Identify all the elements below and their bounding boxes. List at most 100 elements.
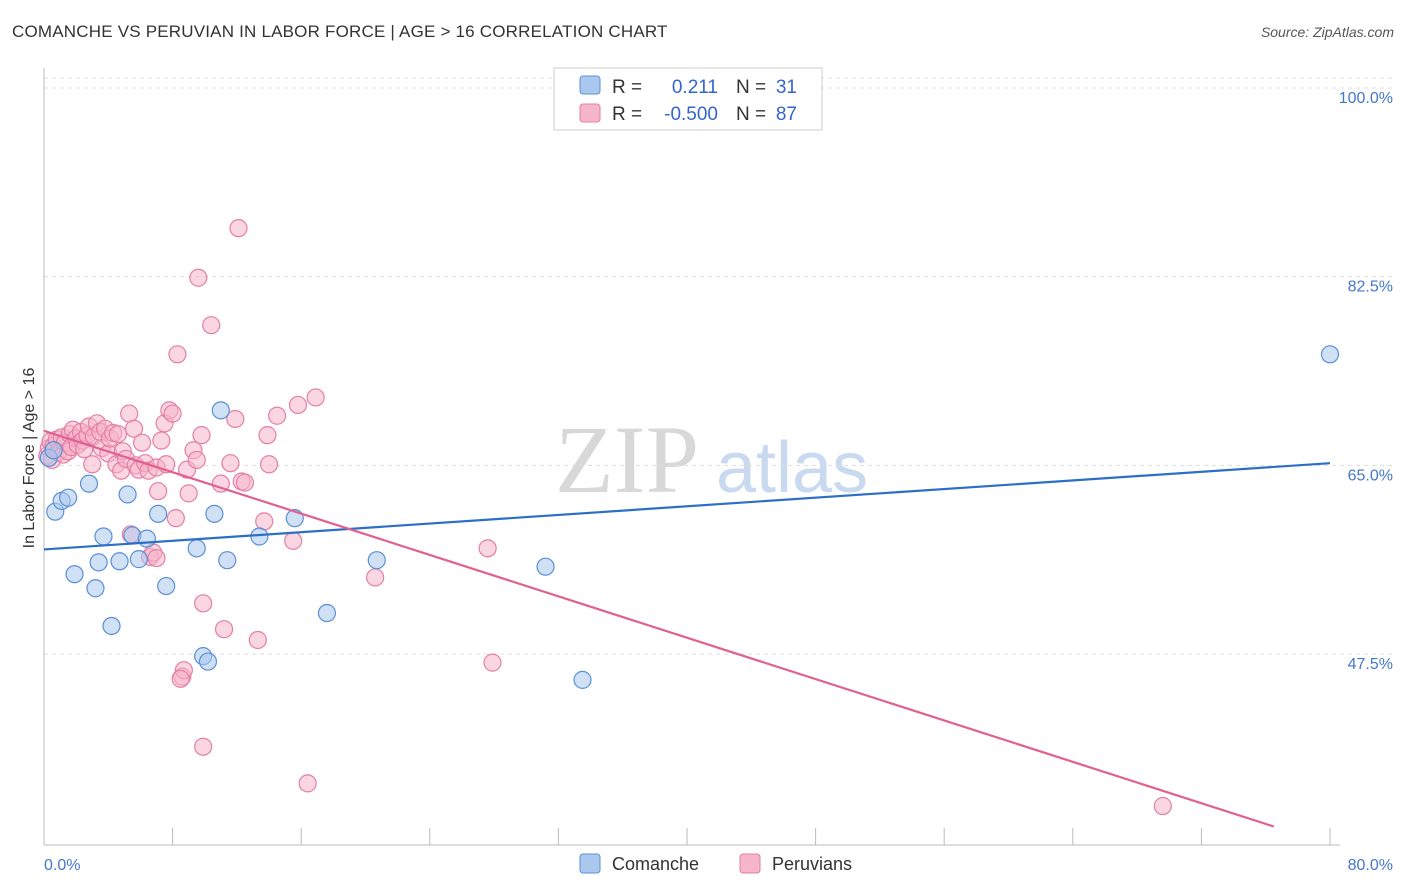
- bottom-legend-swatch-peruvian: [739, 853, 761, 874]
- legend-swatch-comanche: [579, 75, 601, 95]
- watermark: ZIP atlas: [555, 406, 868, 513]
- comanche-point: [129, 550, 148, 569]
- peruvian-point: [258, 426, 277, 445]
- comanche-point: [573, 670, 592, 689]
- peruvian-point: [83, 455, 102, 474]
- comanche-point: [536, 557, 555, 576]
- peruvian-point: [179, 484, 198, 503]
- comanche-point: [118, 485, 137, 504]
- peruvian-trend-line: [43, 429, 1275, 828]
- comanche-point: [65, 565, 84, 584]
- y-tick-label: 65.0%: [1348, 467, 1393, 484]
- legend-n-label-comanche: N =: [736, 77, 766, 98]
- bottom-legend-comanche: Comanche: [612, 854, 699, 874]
- comanche-point: [86, 579, 105, 598]
- comanche-points: [39, 345, 1340, 689]
- peruvian-point: [255, 512, 274, 531]
- peruvian-point: [1153, 796, 1172, 816]
- comanche-point: [137, 529, 156, 548]
- peruvian-point: [152, 431, 171, 450]
- peruvian-point: [284, 531, 303, 550]
- peruvian-point: [259, 455, 279, 474]
- comanche-trend-line: [43, 462, 1331, 551]
- comanche-point: [1320, 345, 1340, 364]
- svg-text:ZIP: ZIP: [555, 406, 699, 513]
- comanche-point: [149, 504, 168, 523]
- comanche-point: [218, 551, 237, 570]
- legend-r-label-comanche: R =: [612, 77, 642, 98]
- legend-r-value-comanche: 0.211: [672, 77, 718, 98]
- comanche-point: [110, 552, 129, 571]
- peruvian-points: [38, 219, 1172, 816]
- peruvian-point: [189, 268, 208, 287]
- peruvian-point: [120, 404, 139, 423]
- legend-swatch-peruvian: [579, 103, 601, 123]
- comanche-point: [102, 616, 121, 636]
- legend-r-label-peruvian: R =: [612, 104, 642, 125]
- peruvian-point: [163, 404, 182, 423]
- peruvian-point: [221, 454, 240, 473]
- y-tick-labels: 47.5% 65.0% 82.5% 100.0%: [1339, 90, 1393, 673]
- comanche-point: [317, 603, 337, 623]
- peruvian-point: [202, 316, 221, 335]
- peruvian-point: [124, 419, 144, 438]
- bottom-legend-peruvian: Peruvians: [772, 854, 852, 874]
- comanche-point: [205, 504, 224, 523]
- peruvian-point: [132, 433, 152, 452]
- comanche-point: [367, 551, 386, 570]
- peruvian-point: [288, 395, 308, 415]
- y-tick-label: 82.5%: [1348, 279, 1393, 296]
- comanche-point: [94, 527, 113, 546]
- y-axis-label: In Labor Force | Age > 16: [21, 368, 38, 549]
- comanche-point: [211, 401, 230, 420]
- peruvian-point: [192, 426, 211, 445]
- peruvian-point: [483, 653, 502, 672]
- y-tick-label: 47.5%: [1348, 656, 1393, 673]
- legend-n-label-peruvian: N =: [736, 104, 766, 125]
- comanche-point: [187, 539, 206, 558]
- legend: R = 0.211 N = 31 R = -0.500 N = 87: [553, 67, 823, 131]
- grid-lines: [44, 77, 1393, 655]
- peruvian-point: [166, 509, 185, 528]
- comanche-point: [79, 474, 99, 493]
- y-tick-label: 100.0%: [1339, 90, 1393, 107]
- bottom-legend: Comanche Peruvians: [579, 853, 852, 874]
- comanche-point: [44, 441, 63, 460]
- peruvian-point: [306, 388, 325, 407]
- peruvian-point: [235, 473, 255, 492]
- peruvian-point: [478, 539, 497, 558]
- peruvian-point: [194, 594, 213, 613]
- peruvian-point: [171, 669, 190, 688]
- peruvian-point: [248, 630, 267, 650]
- x-tick-marks: [43, 828, 1331, 845]
- bottom-legend-swatch-comanche: [579, 853, 601, 874]
- peruvian-point: [149, 482, 168, 501]
- comanche-point: [250, 527, 269, 546]
- chart-title: COMANCHE VS PERUVIAN IN LABOR FORCE | AG…: [12, 22, 668, 41]
- x-tick-label-max: 80.0%: [1348, 857, 1393, 874]
- legend-n-value-comanche: 31: [776, 77, 797, 98]
- peruvian-point: [366, 568, 385, 587]
- peruvian-point: [187, 450, 206, 470]
- comanche-point: [59, 488, 78, 507]
- peruvian-point: [211, 474, 230, 493]
- peruvian-point: [168, 345, 187, 364]
- peruvian-point: [229, 219, 248, 238]
- x-tick-label-min: 0.0%: [44, 857, 80, 874]
- svg-text:atlas: atlas: [716, 428, 868, 508]
- comanche-point: [89, 553, 108, 572]
- peruvian-point: [226, 409, 245, 429]
- source-label: Source: ZipAtlas.com: [1260, 24, 1394, 40]
- peruvian-point: [194, 737, 213, 756]
- comanche-point: [157, 576, 176, 596]
- legend-r-value-peruvian: -0.500: [664, 104, 718, 125]
- peruvian-point: [147, 548, 166, 568]
- peruvian-point: [298, 774, 317, 793]
- peruvian-point: [214, 620, 234, 639]
- peruvian-point: [267, 406, 287, 425]
- comanche-point: [198, 652, 218, 671]
- legend-n-value-peruvian: 87: [776, 104, 797, 125]
- peruvian-point: [108, 424, 128, 444]
- trend-lines: [43, 429, 1331, 828]
